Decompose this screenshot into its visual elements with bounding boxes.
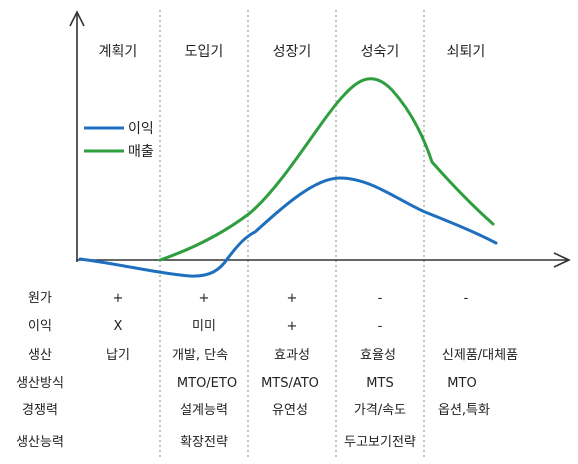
table-cell: 신제품/대체품 bbox=[442, 348, 518, 363]
table-cell: MTS bbox=[366, 376, 393, 391]
legend: 이익 매출 bbox=[84, 121, 154, 160]
table-cell: MTS/ATO bbox=[261, 376, 319, 391]
axes bbox=[69, 10, 571, 268]
capacity-strategy-left: 확장전략 bbox=[180, 435, 228, 450]
table-cell: 옵션,특화 bbox=[438, 403, 490, 418]
phase-title: 성숙기 bbox=[361, 44, 400, 60]
row-label: 경쟁력 bbox=[22, 403, 58, 418]
legend-sales-label: 매출 bbox=[128, 144, 154, 160]
table-cell: 효과성 bbox=[274, 348, 310, 363]
table-cell: + bbox=[287, 319, 298, 334]
table-cell: + bbox=[199, 291, 210, 306]
table-cell: 설계능력 bbox=[180, 403, 228, 418]
phase-title: 성장기 bbox=[273, 44, 312, 60]
table-cell: 유연성 bbox=[272, 403, 308, 418]
x-axis-arrow bbox=[553, 252, 571, 268]
row-label: 이익 bbox=[28, 319, 52, 334]
table-cell: - bbox=[378, 319, 383, 334]
y-axis-arrow bbox=[69, 10, 85, 27]
table-cell: - bbox=[464, 291, 469, 306]
legend-profit-label: 이익 bbox=[128, 121, 154, 137]
row-labels: 원가 이익 생산 생산방식 경쟁력 생산능력 bbox=[16, 291, 64, 450]
row-label: 원가 bbox=[28, 291, 52, 306]
phase-title: 계획기 bbox=[99, 44, 138, 60]
table-cell: 미미 bbox=[192, 319, 216, 334]
capacity-strategy-right: 두고보기전략 bbox=[344, 435, 416, 450]
table-cells: + + + - - X 미미 + - 납기 개발, 단속 효과성 효율성 신제품… bbox=[106, 291, 518, 450]
table-cell: X bbox=[114, 319, 123, 334]
table-cell: 납기 bbox=[106, 348, 130, 363]
table-cell: 가격/속도 bbox=[354, 403, 406, 418]
phase-titles: 계획기 도입기 성장기 성숙기 쇠퇴기 bbox=[99, 44, 486, 60]
table-cell: + bbox=[113, 291, 124, 306]
table-cell: MTO bbox=[447, 376, 476, 391]
phase-dividers bbox=[159, 10, 425, 460]
row-label: 생산방식 bbox=[16, 376, 64, 391]
table-cell: MTO/ETO bbox=[177, 376, 237, 391]
table-cell: 효율성 bbox=[360, 348, 396, 363]
phase-title: 쇠퇴기 bbox=[447, 44, 486, 60]
row-label: 생산능력 bbox=[16, 435, 64, 450]
profit-curve bbox=[78, 176, 498, 278]
row-label: 생산 bbox=[28, 348, 52, 363]
table-cell: - bbox=[378, 291, 383, 306]
table-cell: + bbox=[287, 291, 298, 306]
table-cell: 개발, 단속 bbox=[172, 348, 228, 363]
phase-title: 도입기 bbox=[185, 44, 224, 60]
sales-curve bbox=[158, 77, 495, 262]
